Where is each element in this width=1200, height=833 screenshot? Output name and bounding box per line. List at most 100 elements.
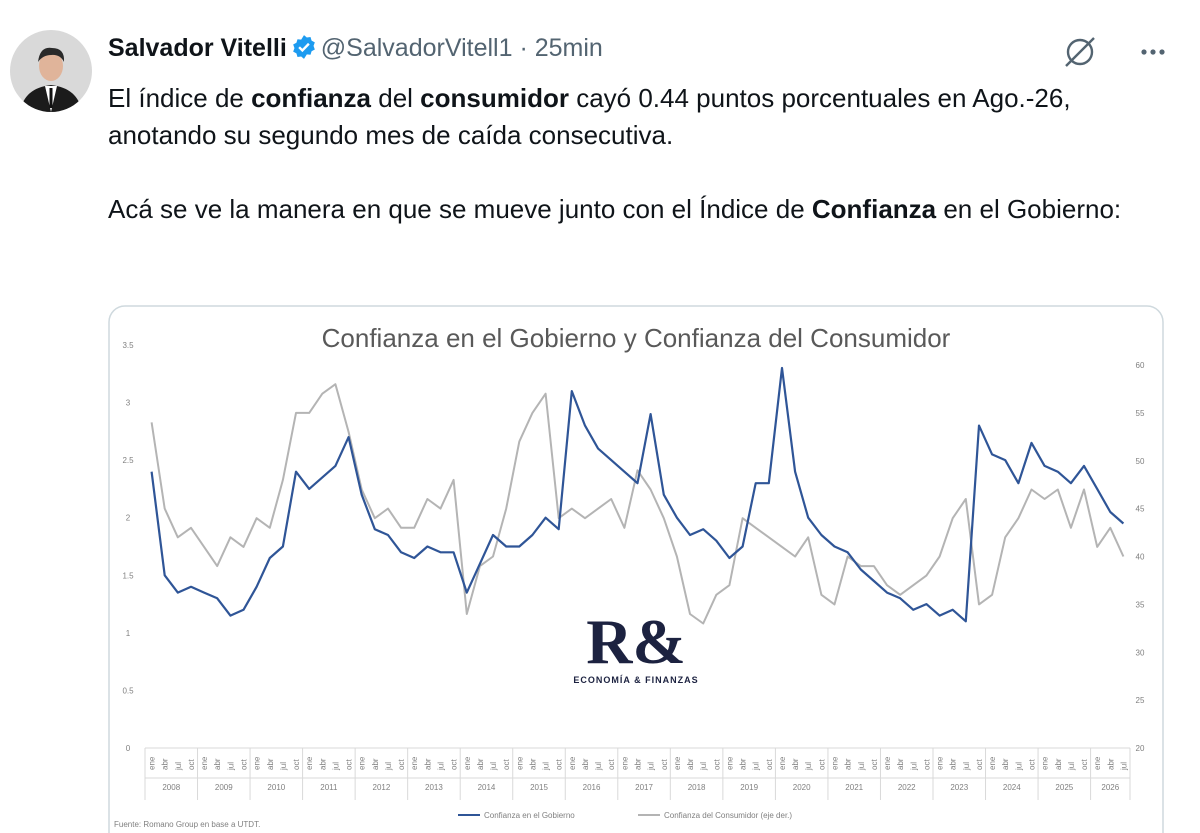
x-tick-label: abr: [423, 758, 432, 770]
x-tick-label: jul: [1067, 762, 1076, 771]
bold-text: consumidor: [420, 83, 569, 113]
x-tick-label: oct: [187, 759, 196, 770]
text: Acá se ve la manera en que se mueve junt…: [108, 194, 812, 224]
y-tick-label: 3: [126, 399, 131, 408]
x-tick-label: abr: [1001, 758, 1010, 770]
y2-tick-label: 40: [1136, 553, 1145, 562]
x-tick-label: oct: [660, 759, 669, 770]
x-tick-label: oct: [1080, 759, 1089, 770]
y2-tick-label: 25: [1136, 696, 1145, 705]
x-tick-label: oct: [922, 759, 931, 770]
x-tick-label: jul: [542, 762, 551, 771]
x-tick-label: jul: [752, 762, 761, 771]
x-tick-label: oct: [1028, 759, 1037, 770]
y-tick-label: 1.5: [122, 571, 134, 580]
text: cayó 0.44 puntos porcentuales en Ago.-26…: [108, 83, 1071, 150]
x-tick-label: oct: [345, 759, 354, 770]
x-tick-label: ene: [620, 756, 629, 770]
year-label: 2018: [688, 783, 706, 792]
year-label: 2024: [1003, 783, 1021, 792]
x-tick-label: oct: [292, 759, 301, 770]
y-tick-label: 2.5: [122, 456, 134, 465]
year-label: 2011: [320, 783, 338, 792]
text: El índice de: [108, 83, 252, 113]
year-label: 2026: [1101, 783, 1119, 792]
author-handle[interactable]: @SalvadorVitell1: [320, 34, 513, 62]
paragraph: Acá se ve la manera en que se mueve junt…: [108, 191, 1183, 228]
x-tick-label: jul: [226, 762, 235, 771]
x-tick-label: abr: [634, 758, 643, 770]
x-tick-label: ene: [1093, 756, 1102, 770]
y-tick-label: 0: [126, 744, 131, 753]
author-name[interactable]: Salvador Vitelli: [108, 34, 287, 62]
x-tick-label: jul: [699, 762, 708, 771]
year-label: 2016: [583, 783, 601, 792]
y2-tick-label: 20: [1136, 744, 1145, 753]
x-tick-label: oct: [397, 759, 406, 770]
bold-text: Confianza: [811, 194, 937, 224]
y2-tick-label: 55: [1136, 409, 1145, 418]
x-tick-label: ene: [778, 756, 787, 770]
x-tick-label: abr: [791, 758, 800, 770]
avatar[interactable]: [10, 30, 92, 112]
y2-tick-label: 45: [1136, 505, 1145, 514]
x-tick-label: abr: [528, 758, 537, 770]
x-tick-label: jul: [384, 762, 393, 771]
x-tick-label: abr: [213, 758, 222, 770]
x-tick-label: jul: [804, 762, 813, 771]
x-tick-label: abr: [739, 758, 748, 770]
year-label: 2025: [1055, 783, 1073, 792]
x-tick-label: jul: [331, 762, 340, 771]
x-tick-label: jul: [909, 762, 918, 771]
series-line: [150, 383, 1125, 625]
x-tick-label: ene: [305, 756, 314, 770]
x-tick-label: abr: [476, 758, 485, 770]
x-tick-label: jul: [279, 762, 288, 771]
year-label: 2008: [162, 783, 180, 792]
year-label: 2019: [740, 783, 758, 792]
y2-tick-label: 60: [1136, 361, 1145, 370]
x-tick-label: ene: [831, 756, 840, 770]
chart-image[interactable]: Confianza en el Gobierno y Confianza del…: [108, 305, 1164, 833]
x-tick-label: ene: [148, 756, 157, 770]
year-label: 2012: [373, 783, 391, 792]
x-tick-label: abr: [686, 758, 695, 770]
x-tick-label: oct: [555, 759, 564, 770]
source: Fuente: Romano Group en base a UTDT.: [114, 820, 260, 829]
x-tick-label: ene: [725, 756, 734, 770]
x-tick-label: oct: [240, 759, 249, 770]
x-tick-label: jul: [1014, 762, 1023, 771]
x-tick-label: jul: [1119, 762, 1128, 771]
y-tick-label: 2: [126, 514, 131, 523]
timestamp[interactable]: 25min: [534, 34, 603, 62]
x-tick-label: jul: [594, 762, 603, 771]
grok-icon[interactable]: [1065, 37, 1095, 67]
x-tick-label: jul: [437, 762, 446, 771]
more-icon[interactable]: [1141, 49, 1165, 55]
x-tick-label: ene: [358, 756, 367, 770]
x-tick-label: ene: [1041, 756, 1050, 770]
x-tick-label: abr: [1106, 758, 1115, 770]
tweet-actions: [1065, 37, 1165, 67]
x-tick-label: jul: [489, 762, 498, 771]
year-label: 2017: [635, 783, 653, 792]
x-tick-label: ene: [988, 756, 997, 770]
tweet-text: El índice de confianza del consumidor ca…: [108, 80, 1183, 265]
x-tick-label: oct: [450, 759, 459, 770]
y-tick-label: 3.5: [122, 341, 134, 350]
year-label: 2010: [267, 783, 285, 792]
paragraph: El índice de confianza del consumidor ca…: [108, 80, 1183, 154]
x-tick-label: oct: [765, 759, 774, 770]
year-label: 2022: [898, 783, 916, 792]
x-tick-label: jul: [857, 762, 866, 771]
x-tick-label: abr: [371, 758, 380, 770]
x-tick-label: ene: [936, 756, 945, 770]
tweet-header: Salvador Vitelli @SalvadorVitell1 · 25min: [108, 34, 603, 63]
x-tick-label: oct: [607, 759, 616, 770]
year-label: 2013: [425, 783, 443, 792]
y2-tick-label: 30: [1136, 648, 1145, 657]
x-tick-label: oct: [817, 759, 826, 770]
x-tick-label: abr: [1054, 758, 1063, 770]
x-tick-label: ene: [410, 756, 419, 770]
x-tick-label: oct: [975, 759, 984, 770]
